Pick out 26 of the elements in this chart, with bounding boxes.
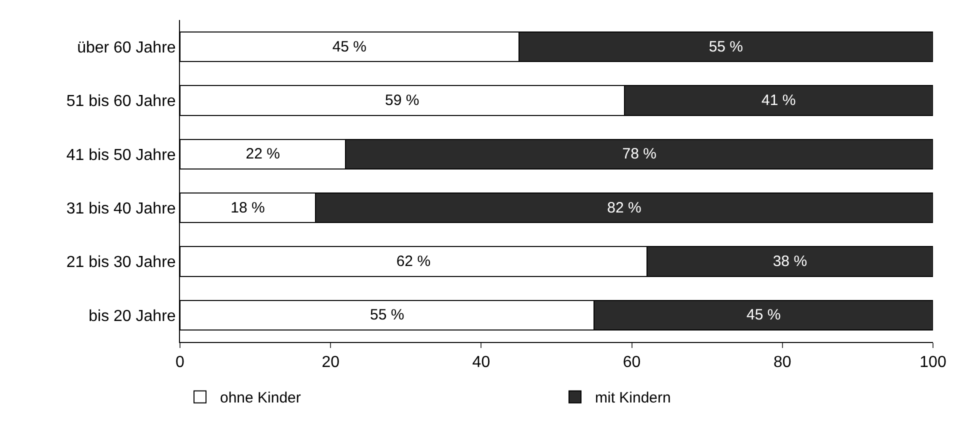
data-label: 41 % [762,92,796,109]
data-label: 78 % [622,146,656,163]
data-label: 55 % [370,306,404,324]
x-tick-label: 20 [322,354,340,372]
data-label: 38 % [772,253,808,270]
x-tick-label: 80 [774,354,792,372]
x-tick-label: 100 [920,354,946,372]
y-tick-label: 21 bis 30 Jahre [66,254,176,272]
data-label: 62 % [396,253,431,270]
legend-label: mit Kindern [595,390,671,407]
x-tick-label: 40 [472,354,490,372]
x-tick-label: 0 [176,354,185,372]
data-label: 22 % [246,146,280,163]
legend-label: ohne Kinder [220,390,301,407]
data-label: 18 % [230,199,265,216]
data-label: 55 % [708,38,744,56]
x-tick-label: 60 [622,354,641,372]
data-label: 45 % [746,306,781,324]
y-tick-label: 51 bis 60 Jahre [66,93,176,110]
y-tick-label: bis 20 Jahre [88,308,176,325]
data-label: 45 % [332,38,367,56]
data-label: 59 % [385,92,420,109]
y-tick-label: 31 bis 40 Jahre [66,200,176,218]
y-tick-label: über 60 Jahre [77,39,176,56]
data-label: 82 % [607,199,642,216]
y-tick-label: 41 bis 50 Jahre [66,146,176,164]
